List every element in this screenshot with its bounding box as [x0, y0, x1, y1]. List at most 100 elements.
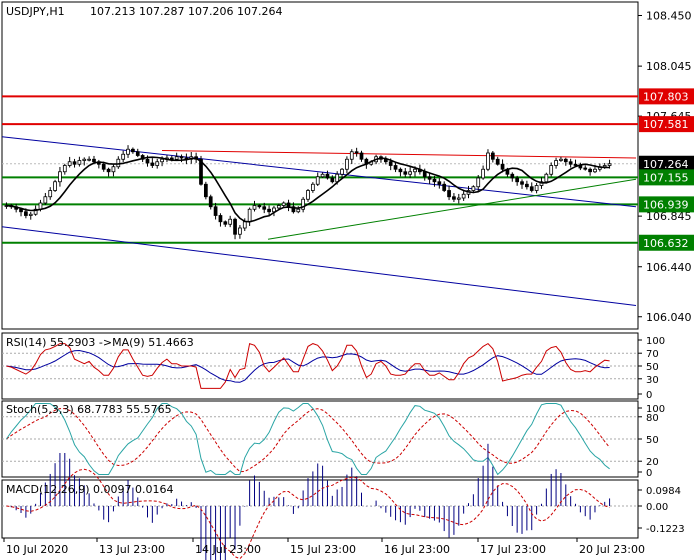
candle-body: [203, 183, 208, 198]
candle-body: [267, 208, 271, 213]
axis-tick-label: 0: [646, 390, 652, 401]
candle-body: [126, 148, 130, 155]
candle-body: [311, 183, 315, 191]
candle-body: [276, 205, 281, 209]
candle-body: [442, 183, 447, 191]
price-tag-label: 106.632: [643, 237, 689, 250]
price-panel[interactable]: 108.450108.045107.645106.845106.440106.0…: [1, 1, 694, 330]
candle-body: [131, 148, 135, 153]
candle-body: [340, 168, 344, 175]
candle-body: [320, 173, 325, 178]
stoch-signal-line: [6, 408, 610, 473]
axis-tick-label: 0.0984: [646, 486, 681, 497]
rsi-panel-frame: [1, 332, 639, 400]
time-label: 15 Jul 23:00: [290, 543, 356, 556]
candle-body: [106, 168, 111, 173]
candle-body: [155, 161, 160, 166]
candle-body: [427, 176, 432, 180]
rsi-line: [6, 342, 610, 389]
candle-body: [500, 163, 505, 170]
candle-body: [169, 157, 174, 160]
axis-tick-label: 0: [646, 468, 652, 479]
candle-body: [48, 190, 53, 198]
candle-body: [432, 178, 437, 183]
price-tick-label: 106.440: [646, 261, 692, 274]
candle-body: [525, 183, 529, 188]
price-tick-label: 106.040: [646, 311, 692, 324]
candle-body: [456, 197, 461, 200]
candle-body: [145, 158, 150, 164]
candle-body: [408, 171, 413, 175]
candle-body: [238, 227, 242, 235]
macd-panel[interactable]: 0.0984 0.00 -0.1223 MACD(12,26,9) 0.0097 0…: [1, 443, 685, 560]
candle-body: [452, 196, 456, 200]
candle-body: [306, 190, 310, 200]
candle-body: [33, 208, 38, 215]
time-label: 20 Jul 23:00: [579, 543, 645, 556]
candle-body: [393, 165, 398, 170]
candle-body: [174, 156, 179, 160]
candle-body: [573, 163, 578, 166]
candle-body: [325, 173, 330, 179]
candle-body: [92, 158, 96, 163]
price-tag: 106.939: [639, 196, 694, 213]
candle-body: [461, 193, 466, 199]
candle-body: [286, 202, 291, 208]
candle-body: [520, 181, 524, 185]
price-tag: 107.264: [639, 155, 694, 172]
candle-body: [544, 173, 549, 183]
candle-body: [593, 168, 597, 173]
price-tag-label: 107.155: [643, 171, 689, 184]
price-tag-label: 107.264: [643, 158, 689, 171]
candle-body: [179, 156, 184, 159]
rsi-panel[interactable]: 100 70 50 30 0 RSI(14) 55.2903 ->MA(9) 51.46…: [1, 332, 665, 401]
candle-body: [38, 202, 43, 210]
price-tag: 107.581: [639, 116, 694, 133]
candle-body: [359, 152, 364, 160]
candle-body: [87, 158, 91, 161]
candle-body: [515, 177, 520, 183]
rsi-ma-line: [6, 349, 610, 383]
candle-body: [602, 165, 607, 168]
candle-body: [495, 158, 500, 165]
candle-body: [471, 186, 476, 191]
candlestick-series: [4, 145, 612, 240]
resistance-segment: [161, 150, 637, 159]
candle-body: [345, 158, 349, 170]
price-tick-label: 108.450: [646, 10, 692, 23]
candle-body: [58, 171, 62, 183]
candle-body: [559, 158, 563, 161]
candle-body: [529, 186, 534, 191]
candle-body: [111, 166, 116, 173]
candle-body: [62, 165, 67, 173]
candle-body: [252, 205, 257, 210]
price-tag-bg: [639, 196, 694, 213]
candle-body: [82, 158, 87, 161]
candle-body: [24, 211, 28, 216]
candle-body: [67, 161, 72, 166]
price-tag: 107.155: [639, 169, 694, 186]
axis-tick-label: -0.1223: [646, 524, 685, 535]
candle-body: [301, 198, 305, 210]
axis-tick-label: 20: [646, 457, 659, 468]
candle-body: [398, 168, 403, 173]
stoch-panel-frame: [1, 400, 639, 478]
candle-body: [72, 161, 77, 165]
candle-body: [228, 218, 233, 225]
axis-tick-label: 50: [646, 435, 659, 446]
price-tag-label: 107.803: [643, 90, 689, 103]
candle-body: [583, 167, 588, 170]
axis-tick-label: 70: [646, 349, 659, 360]
candle-body: [281, 202, 286, 206]
price-tick-label: 108.045: [646, 60, 692, 73]
candle-body: [135, 151, 140, 156]
candle-body: [247, 208, 252, 223]
axis-tick-label: 80: [646, 413, 659, 424]
price-tag-label: 106.939: [643, 198, 689, 211]
candle-body: [588, 168, 592, 173]
candle-body: [160, 158, 164, 163]
candle-body: [554, 160, 558, 166]
